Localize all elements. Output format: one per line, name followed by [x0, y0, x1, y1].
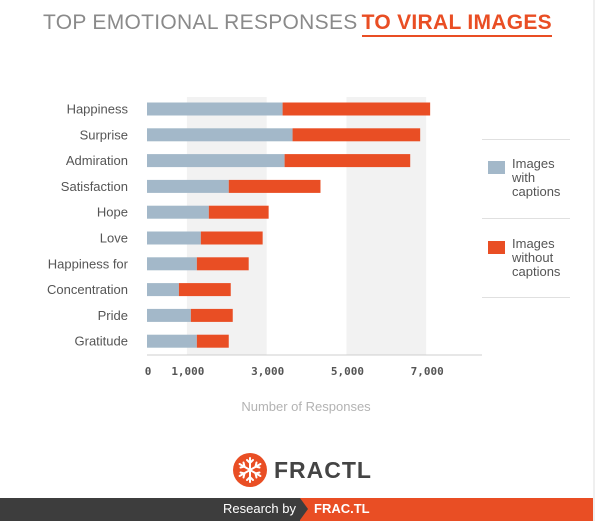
- bar-with-captions: [147, 308, 191, 322]
- bar-with-captions: [147, 128, 293, 142]
- legend-divider: [482, 297, 570, 298]
- legend-label-line: captions: [512, 264, 561, 279]
- bar-with-captions: [147, 179, 229, 193]
- bar-without-captions: [208, 205, 269, 219]
- footer-arrow-icon: [300, 498, 308, 520]
- legend-swatch-without-captions: [488, 241, 505, 254]
- bar-with-captions: [147, 257, 197, 271]
- legend-swatch-with-captions: [488, 161, 505, 174]
- chart-title-part1: TOP EMOTIONAL RESPONSES: [42, 11, 358, 34]
- legend-divider: [482, 218, 570, 219]
- bar-with-captions: [147, 102, 283, 116]
- bar-without-captions: [282, 102, 431, 116]
- category-label: Satisfaction: [61, 179, 128, 194]
- snowflake-icon: [233, 453, 267, 487]
- x-tick-label: 3,000: [251, 365, 284, 378]
- category-label: Happiness for: [48, 256, 129, 271]
- category-label: Admiration: [66, 153, 128, 168]
- bar-with-captions: [147, 334, 197, 348]
- legend-label-line: with: [512, 170, 536, 185]
- category-label: Love: [100, 231, 128, 246]
- bar-with-captions: [147, 283, 179, 297]
- category-label: Pride: [98, 308, 128, 323]
- chart-title-part2: TO VIRAL IMAGES: [361, 11, 552, 37]
- chart-title: TOP EMOTIONAL RESPONSES TO VIRAL IMAGES: [0, 11, 595, 37]
- footer-research-by: Research by: [223, 501, 296, 516]
- bar-without-captions: [196, 334, 229, 348]
- footer-bar: Research by FRAC.TL: [0, 498, 593, 521]
- x-tick-label: 1,000: [171, 365, 204, 378]
- bar-without-captions: [178, 283, 231, 297]
- bar-with-captions: [147, 205, 209, 219]
- legend-label-line: Images: [512, 156, 555, 171]
- category-label: Hope: [97, 205, 128, 220]
- x-axis-title: Number of Responses: [241, 399, 371, 414]
- fractl-logo: FRACTL: [232, 452, 372, 488]
- legend-label-line: without: [512, 250, 554, 265]
- bar-with-captions: [147, 154, 285, 168]
- footer-brand-link[interactable]: FRAC.TL: [314, 501, 370, 516]
- category-label: Concentration: [47, 282, 128, 297]
- category-label: Happiness: [67, 102, 129, 117]
- legend-divider: [482, 139, 570, 140]
- bar-without-captions: [190, 308, 233, 322]
- x-tick-label: 0: [145, 365, 152, 378]
- bar-without-captions: [284, 154, 411, 168]
- x-tick-label: 5,000: [331, 365, 364, 378]
- legend-label-line: Images: [512, 236, 555, 251]
- legend-label-line: captions: [512, 184, 561, 199]
- bar-without-captions: [200, 231, 263, 245]
- bar-without-captions: [292, 128, 421, 142]
- logo-text: FRACTL: [274, 457, 372, 483]
- bar-without-captions: [228, 179, 321, 193]
- bar-without-captions: [196, 257, 249, 271]
- category-label: Surprise: [80, 127, 128, 142]
- x-tick-label: 7,000: [411, 365, 444, 378]
- category-label: Gratitude: [75, 334, 128, 349]
- bar-with-captions: [147, 231, 201, 245]
